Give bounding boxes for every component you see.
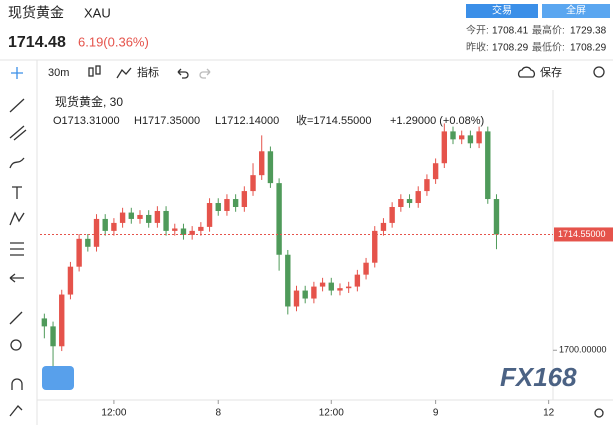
candle-body	[276, 183, 282, 255]
asset-name: 现货黄金	[8, 5, 64, 21]
trade-button[interactable]	[466, 4, 538, 18]
interval[interactable]: 30m	[48, 67, 69, 79]
candle-body	[163, 210, 169, 231]
candle-body	[328, 282, 334, 291]
candle-body	[398, 199, 404, 207]
last-price-badge	[554, 227, 613, 242]
legend-high: H1717.35000	[134, 115, 200, 127]
y-tick-label: 1700.00000	[559, 345, 607, 355]
candle-body	[119, 212, 126, 223]
candle-body	[232, 199, 239, 207]
candle-body	[241, 191, 248, 207]
candle-body	[267, 151, 274, 184]
x-tick-label: 12:00	[101, 408, 126, 419]
stat-value: 1708.29	[492, 43, 529, 54]
legend-low: L1712.14000	[215, 115, 279, 127]
candle-body	[67, 266, 74, 295]
candle-body	[345, 286, 352, 289]
candle-body	[441, 131, 448, 164]
indicators[interactable]: 指标	[137, 65, 159, 79]
stat-label: 最低价:	[532, 41, 565, 54]
stat-label: 昨收:	[466, 41, 489, 54]
fullscreen-button[interactable]	[542, 4, 610, 18]
candle-body	[493, 199, 500, 235]
candle-body	[354, 274, 361, 287]
candle-body	[459, 135, 465, 140]
candle-body	[302, 290, 308, 299]
legend-close: 收=1714.55000	[296, 113, 372, 127]
candle-body	[285, 254, 291, 307]
candle-body	[450, 131, 456, 140]
price-change: 6.19(0.36%)	[78, 34, 149, 49]
x-tick-label: 12	[543, 408, 555, 419]
candle-body	[50, 326, 56, 347]
watermark: FX168	[500, 362, 577, 392]
candle-body	[93, 218, 100, 247]
legend-title: 现货黄金, 30	[55, 94, 123, 109]
candle-body	[154, 210, 161, 223]
candle-body	[206, 203, 213, 227]
candle-body	[85, 238, 91, 247]
candle-body	[145, 214, 152, 223]
candle-body	[215, 203, 221, 211]
candle-icon[interactable]	[88, 65, 101, 77]
x-tick-label: 9	[433, 408, 439, 419]
candle-body	[424, 179, 430, 192]
trade-label[interactable]: 交易	[492, 4, 512, 17]
asset-symbol: XAU	[84, 5, 111, 20]
axis-settings-icon[interactable]	[594, 408, 604, 418]
save[interactable]: 保存	[540, 65, 562, 79]
settings-icon[interactable]	[593, 66, 605, 78]
candle-body	[76, 238, 82, 267]
x-tick-label: 12:00	[319, 408, 344, 419]
cloud-icon[interactable]	[517, 66, 536, 78]
candle-body	[389, 206, 395, 223]
price: 1714.48	[8, 34, 66, 51]
candle-body	[372, 230, 378, 263]
redo-icon[interactable]	[199, 68, 211, 79]
stat-value: 1729.38	[570, 26, 607, 37]
candle-body	[337, 288, 343, 291]
stat-label: 今开:	[466, 24, 489, 37]
candle-body	[293, 290, 300, 307]
fullscreen-label[interactable]: 全屏	[566, 4, 586, 17]
candle-body	[111, 222, 117, 231]
last-price-label: 1714.55000	[558, 229, 606, 239]
candle-body	[406, 199, 413, 204]
candle-body	[137, 214, 143, 219]
indicator-icon[interactable]	[116, 67, 132, 79]
candle-body	[41, 318, 48, 327]
candle-body	[198, 226, 204, 231]
x-tick-label: 8	[215, 408, 221, 419]
candle-body	[59, 294, 65, 347]
tool-icons[interactable]	[9, 67, 27, 417]
candle-body	[311, 286, 317, 299]
candle-body	[259, 151, 265, 176]
candle-body	[415, 191, 421, 204]
stat-value: 1708.29	[570, 43, 607, 54]
candle-body	[380, 222, 387, 231]
candle-body	[467, 135, 474, 144]
candle-body	[102, 218, 108, 231]
candle-body	[485, 131, 491, 200]
candle-body	[224, 199, 230, 211]
candle-body	[172, 228, 178, 231]
candle-body	[250, 175, 256, 192]
candle-body	[319, 282, 326, 287]
legend-change: +1.29000 (+0.08%)	[390, 115, 484, 127]
stat-label: 最高价:	[532, 24, 565, 37]
candle-body	[476, 131, 482, 144]
candle-body	[363, 262, 369, 275]
stat-value: 1708.41	[492, 26, 529, 37]
undo-icon[interactable]	[177, 68, 189, 79]
candle-body	[432, 163, 439, 180]
candle-body	[180, 228, 187, 235]
candle-body	[189, 230, 195, 235]
logo-badge	[42, 366, 74, 390]
legend-open: O1713.31000	[53, 115, 120, 127]
candle-body	[128, 212, 134, 219]
